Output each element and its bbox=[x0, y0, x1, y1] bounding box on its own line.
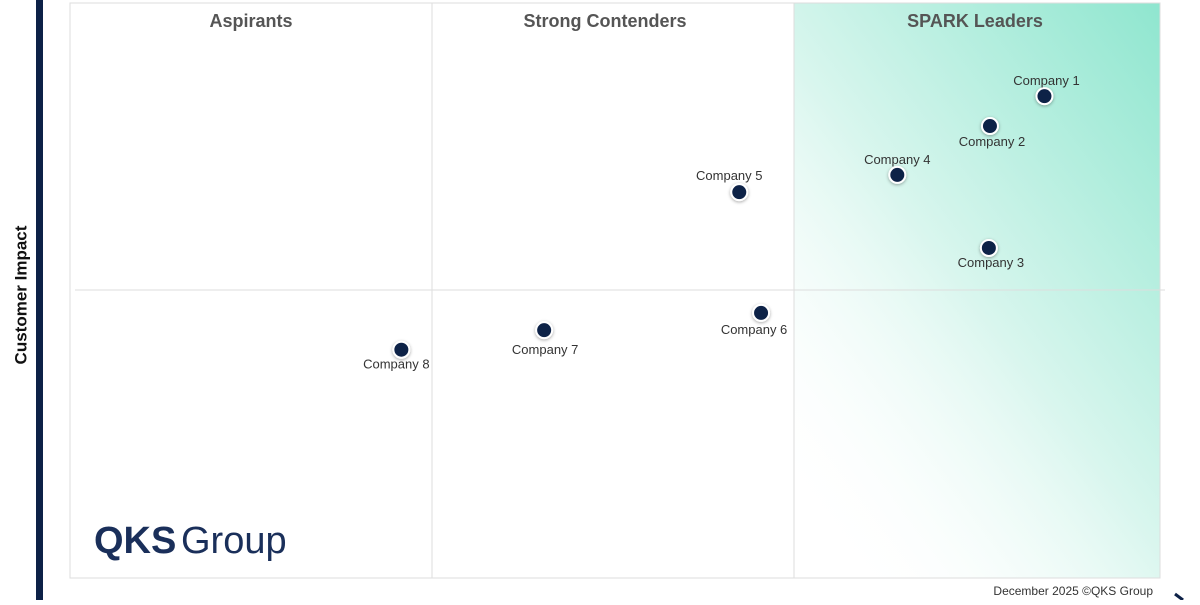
point bbox=[752, 303, 771, 322]
footer: December 2025 ©QKS Group bbox=[993, 584, 1153, 598]
point bbox=[730, 183, 749, 202]
point bbox=[1035, 87, 1054, 106]
arrow bbox=[1174, 592, 1184, 602]
point-label: Company 3 bbox=[958, 255, 1024, 270]
point bbox=[979, 238, 998, 257]
point-label: Company 2 bbox=[959, 134, 1025, 149]
point-label: Company 8 bbox=[363, 357, 429, 372]
point-label: Company 5 bbox=[696, 168, 762, 183]
quadrant-title: Aspirants bbox=[209, 11, 292, 31]
point-label: Company 1 bbox=[1013, 73, 1079, 88]
point-label: Company 6 bbox=[721, 322, 787, 337]
logo-primary: QKS bbox=[94, 520, 176, 562]
side-bar bbox=[36, 0, 43, 600]
point-label: Company 4 bbox=[864, 152, 930, 167]
y-axis-label: Customer Impact bbox=[11, 225, 30, 364]
quadrant-title: SPARK Leaders bbox=[907, 11, 1043, 31]
point bbox=[535, 321, 554, 340]
point bbox=[888, 165, 907, 184]
point bbox=[392, 340, 411, 359]
point-label: Company 7 bbox=[512, 342, 578, 357]
point bbox=[980, 117, 999, 136]
quadrant-title: Strong Contenders bbox=[523, 11, 686, 31]
logo-secondary: Group bbox=[181, 520, 287, 562]
